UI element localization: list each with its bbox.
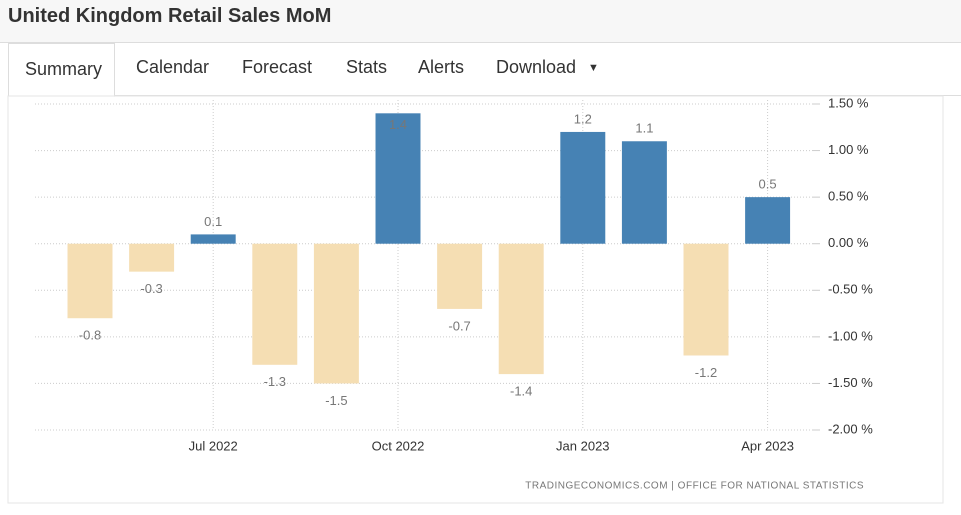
source: TRADINGECONOMICS.COM | OFFICE FOR NATION…	[525, 481, 864, 492]
x-tick-label: Jan 2023	[556, 438, 610, 453]
bar	[67, 243, 113, 319]
bar	[745, 197, 791, 244]
y-tick-label: -2.00 %	[828, 421, 873, 436]
page-title: United Kingdom Retail Sales MoM	[8, 5, 332, 27]
bar	[129, 243, 175, 272]
value-label: -0.8	[79, 328, 101, 343]
tab[interactable]: Download	[496, 57, 577, 77]
x-tick-label: Apr 2023	[741, 438, 794, 453]
bar	[190, 234, 236, 244]
tab[interactable]: Summary	[8, 43, 116, 97]
tab[interactable]: Forecast	[242, 57, 313, 77]
value-label: -1.2	[695, 365, 717, 380]
y-tick-label: 1.00 %	[828, 142, 869, 157]
title-bar: United Kingdom Retail Sales MoM	[0, 0, 961, 43]
dropdown-caret[interactable]: ▼	[588, 62, 599, 74]
value-label: -0.3	[140, 281, 162, 296]
bar	[313, 243, 359, 384]
tab[interactable]: Alerts	[418, 57, 465, 77]
tab[interactable]: Calendar	[136, 57, 210, 77]
y-tick-label: 0.00 %	[828, 235, 869, 250]
tab[interactable]: Stats	[346, 57, 388, 77]
bar	[252, 243, 298, 365]
bar	[683, 243, 729, 356]
value-label: -1.5	[325, 393, 347, 408]
value-label: 1.1	[635, 121, 653, 136]
value-label: -0.7	[448, 318, 470, 333]
y-tick-label: 0.50 %	[828, 189, 869, 204]
value-label: 1.2	[574, 111, 592, 126]
value-label: 0.1	[204, 214, 222, 229]
chart-frame	[7, 95, 944, 504]
y-tick-label: -0.50 %	[828, 282, 873, 297]
x-tick-label: Oct 2022	[372, 438, 425, 453]
value-label: 0.5	[759, 177, 777, 192]
bar	[560, 131, 606, 244]
value-label: -1.4	[510, 384, 532, 399]
value-label: -1.3	[264, 374, 286, 389]
value-label: 1.4	[389, 117, 407, 132]
y-tick-label: -1.50 %	[828, 375, 873, 390]
bar	[375, 113, 421, 244]
x-tick-label: Jul 2022	[189, 438, 238, 453]
y-tick-label: -1.00 %	[828, 328, 873, 343]
y-tick-label: 1.50 %	[828, 95, 869, 110]
bar	[498, 243, 544, 375]
bar	[437, 243, 483, 309]
bar	[621, 141, 667, 244]
